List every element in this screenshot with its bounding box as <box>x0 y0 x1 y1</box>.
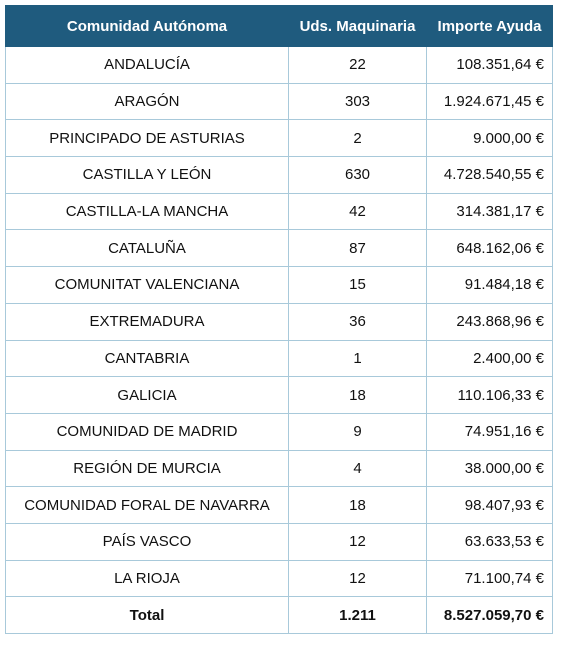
table-cell: 36 <box>288 302 427 341</box>
table-cell: 12 <box>288 522 427 561</box>
table-cell: 110.106,33 € <box>426 376 553 414</box>
table-cell: CASTILLA-LA MANCHA <box>5 192 289 231</box>
table-cell: 18 <box>288 486 427 524</box>
table-cell: CATALUÑA <box>5 229 289 268</box>
table-cell: 22 <box>288 46 427 84</box>
header-cell: Importe Ayuda <box>426 5 553 47</box>
table-row: EXTREMADURA 36 243.868,96 € <box>5 302 553 341</box>
table-cell: 2 <box>288 119 427 158</box>
table-row: ARAGÓN 303 1.924.671,45 € <box>5 82 553 121</box>
header-row: Comunidad Autónoma Uds. Maquinaria Importe… <box>5 5 553 47</box>
table-cell: 63.633,53 € <box>426 522 553 561</box>
table-cell: REGIÓN DE MURCIA <box>5 449 289 488</box>
table-row: ANDALUCÍA 22 108.351,64 € <box>5 46 553 84</box>
header-cell: Comunidad Autónoma <box>5 5 289 47</box>
table-cell: 303 <box>288 82 427 121</box>
table-cell: 18 <box>288 376 427 414</box>
table-row: CASTILLA Y LEÓN 630 4.728.540,55 € <box>5 156 553 194</box>
table-cell: 1 <box>288 339 427 378</box>
table-cell: 314.381,17 € <box>426 192 553 231</box>
table-row: REGIÓN DE MURCIA 4 38.000,00 € <box>5 449 553 488</box>
table-cell: 74.951,16 € <box>426 412 553 451</box>
table-cell: 630 <box>288 156 427 194</box>
table-cell: CASTILLA Y LEÓN <box>5 156 289 194</box>
total-cell: 1.211 <box>288 596 427 634</box>
table-row: PAÍS VASCO 12 63.633,53 € <box>5 522 553 561</box>
table-cell: PAÍS VASCO <box>5 522 289 561</box>
table-cell: ANDALUCÍA <box>5 46 289 84</box>
table-row: COMUNIDAD FORAL DE NAVARRA 18 98.407,93 € <box>5 486 553 524</box>
table-cell: 108.351,64 € <box>426 46 553 84</box>
table-row: GALICIA 18 110.106,33 € <box>5 376 553 414</box>
table-cell: 42 <box>288 192 427 231</box>
table-cell: 1.924.671,45 € <box>426 82 553 121</box>
total-row: Total 1.211 8.527.059,70 € <box>5 596 553 634</box>
table-cell: 2.400,00 € <box>426 339 553 378</box>
table-cell: CANTABRIA <box>5 339 289 378</box>
table-cell: COMUNIDAD DE MADRID <box>5 412 289 451</box>
table-body: ANDALUCÍA 22 108.351,64 € ARAGÓN 303 1.924.67… <box>5 46 553 634</box>
table-cell: LA RIOJA <box>5 559 289 598</box>
table-cell: 243.868,96 € <box>426 302 553 341</box>
table-cell: 98.407,93 € <box>426 486 553 524</box>
table-cell: 12 <box>288 559 427 598</box>
table-cell: 87 <box>288 229 427 268</box>
table-row: COMUNIDAD DE MADRID 9 74.951,16 € <box>5 412 553 451</box>
table-cell: ARAGÓN <box>5 82 289 121</box>
table-row: CATALUÑA 87 648.162,06 € <box>5 229 553 268</box>
table-cell: GALICIA <box>5 376 289 414</box>
table-cell: 4.728.540,55 € <box>426 156 553 194</box>
table-cell: 71.100,74 € <box>426 559 553 598</box>
table-cell: 15 <box>288 266 427 304</box>
total-cell: Total <box>5 596 289 634</box>
table-cell: 648.162,06 € <box>426 229 553 268</box>
aid-table: Comunidad Autónoma Uds. Maquinaria Importe… <box>5 5 553 634</box>
table-cell: 91.484,18 € <box>426 266 553 304</box>
table-cell: 4 <box>288 449 427 488</box>
table-cell: COMUNIDAD FORAL DE NAVARRA <box>5 486 289 524</box>
table-row: PRINCIPADO DE ASTURIAS 2 9.000,00 € <box>5 119 553 158</box>
header-cell: Uds. Maquinaria <box>288 5 427 47</box>
table-row: CANTABRIA 1 2.400,00 € <box>5 339 553 378</box>
total-cell: 8.527.059,70 € <box>426 596 553 634</box>
table-row: COMUNITAT VALENCIANA 15 91.484,18 € <box>5 266 553 304</box>
table-cell: COMUNITAT VALENCIANA <box>5 266 289 304</box>
table-row: LA RIOJA 12 71.100,74 € <box>5 559 553 598</box>
table-cell: EXTREMADURA <box>5 302 289 341</box>
table-row: CASTILLA-LA MANCHA 42 314.381,17 € <box>5 192 553 231</box>
table-cell: 38.000,00 € <box>426 449 553 488</box>
table-cell: 9.000,00 € <box>426 119 553 158</box>
table-cell: 9 <box>288 412 427 451</box>
table-cell: PRINCIPADO DE ASTURIAS <box>5 119 289 158</box>
